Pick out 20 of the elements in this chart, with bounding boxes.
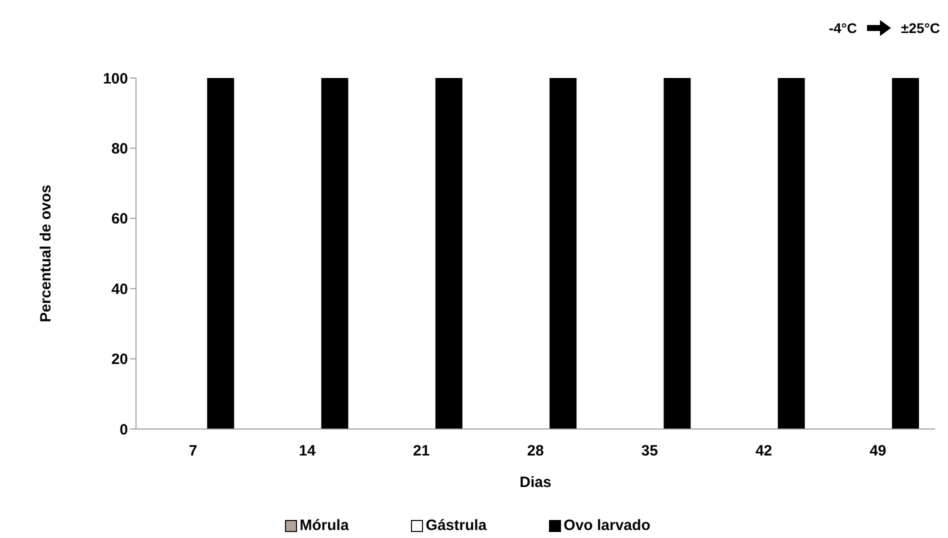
x-tick-label: 49: [870, 442, 886, 460]
x-tick-label: 7: [188, 442, 198, 460]
y-tick-label: 60: [111, 210, 128, 228]
y-tick-label: 20: [111, 351, 128, 368]
text: -4°C: [828, 20, 858, 36]
x-tick-label: 35: [641, 442, 658, 460]
x-tick-label: 28: [527, 442, 544, 460]
legend-label: Ovo larvado: [564, 517, 650, 534]
y-tick-label: 80: [111, 140, 128, 158]
y-axis-title: Percentual de ovos: [37, 184, 54, 322]
x-tick-label: 14: [298, 442, 316, 460]
x-axis-title: Dias: [520, 474, 552, 491]
legend-label: Mórula: [300, 517, 349, 534]
x-tick-label: 21: [413, 442, 430, 460]
y-tick-label: 100: [102, 70, 128, 88]
x-tick-label: 42: [755, 442, 772, 460]
y-tick-label: 40: [111, 280, 128, 298]
y-tick-label: 0: [120, 421, 128, 438]
text: ±25°C: [901, 20, 940, 36]
legend-label: Gástrula: [426, 517, 487, 534]
